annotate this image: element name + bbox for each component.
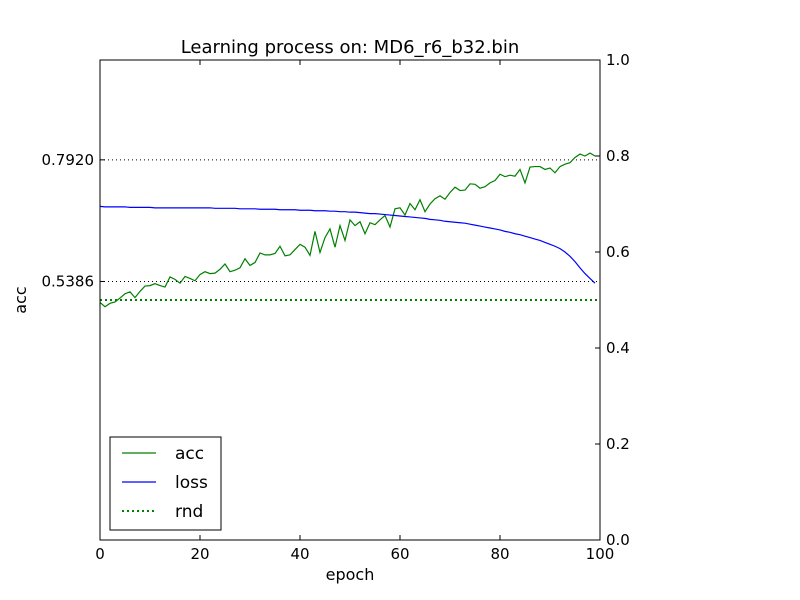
x-tick-label: 60: [390, 545, 409, 563]
legend-rnd-label: rnd: [175, 502, 203, 522]
left-tick-label: 0.5386: [42, 272, 95, 290]
series-loss-line: [99, 205, 596, 284]
x-tick-label: 0: [95, 545, 105, 563]
x-tick-label: 20: [190, 545, 209, 563]
plot-area: 0 20 40 60 80 100 0.7920 0.5386 0.0 0.2 0.4 0.6 0.8 1…: [42, 51, 630, 563]
right-tick-label: 0.8: [606, 147, 630, 165]
y-axis-label: acc: [11, 286, 30, 313]
x-axis-label: epoch: [326, 565, 375, 584]
chart-title: Learning process on: MD6_r6_b32.bin: [181, 37, 520, 58]
right-tick-label: 1.0: [606, 51, 630, 69]
left-tick-label: 0.7920: [42, 151, 95, 169]
legend-loss-label: loss: [175, 473, 208, 493]
right-tick-label: 0.2: [606, 435, 630, 453]
x-tick-label: 100: [586, 545, 615, 563]
right-tick-label: 0.0: [606, 531, 630, 549]
legend-acc-label: acc: [175, 444, 204, 464]
right-tick-label: 0.6: [606, 243, 630, 261]
right-tick-label: 0.4: [606, 339, 630, 357]
series-acc-line: [99, 152, 596, 308]
legend: acc loss rnd: [109, 436, 222, 531]
x-tick-label: 40: [290, 545, 309, 563]
x-tick-label: 80: [490, 545, 509, 563]
plot-frame: [99, 59, 601, 541]
